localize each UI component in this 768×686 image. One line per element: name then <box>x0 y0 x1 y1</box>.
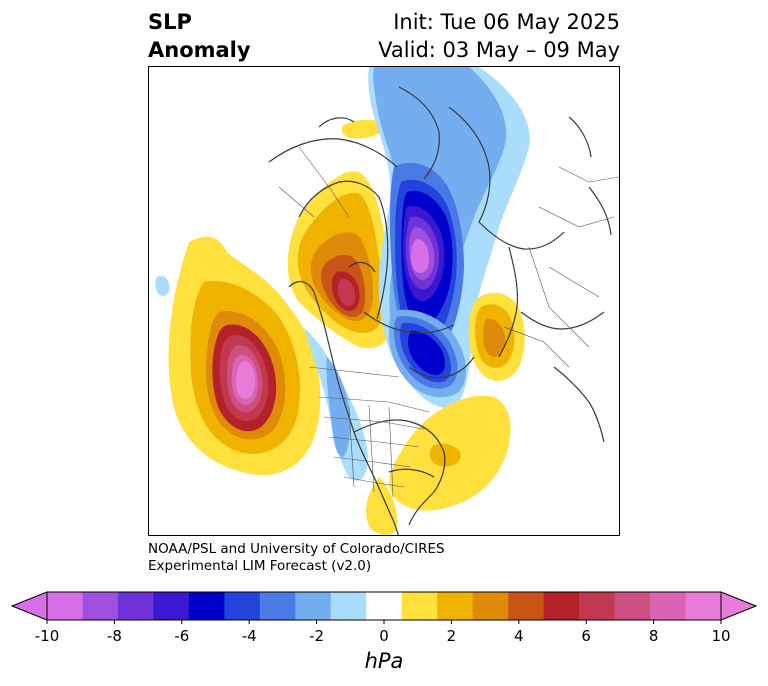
colorbar-swatch <box>472 592 509 620</box>
colorbar-tick-label: 4 <box>514 627 524 645</box>
colorbar-swatch <box>259 592 296 620</box>
credit-line-2: Experimental LIM Forecast (v2.0) <box>148 558 372 574</box>
colorbar-tick-label: -2 <box>309 627 325 645</box>
colorbar-swatch <box>650 592 687 620</box>
pacific-high-anomaly <box>168 236 321 476</box>
colorbar-swatch <box>188 592 225 620</box>
atlantic-high-anomaly <box>366 395 511 535</box>
colorbar-swatch <box>579 592 616 620</box>
colorbar-tick-label: 0 <box>379 627 389 645</box>
colorbar-swatch <box>685 592 722 620</box>
colorbar-tick-label: 6 <box>581 627 591 645</box>
colorbar-tick-label: -10 <box>34 627 60 645</box>
title-line-slp: SLP <box>148 10 192 34</box>
colorbar-swatch <box>82 592 119 620</box>
colorbar-swatch <box>401 592 438 620</box>
valid-dates: Valid: 03 May – 09 May <box>378 38 620 62</box>
colorbar-tick-label: 2 <box>446 627 457 645</box>
colorbar-swatch <box>295 592 332 620</box>
colorbar-tick-label: -8 <box>106 627 122 645</box>
scandinavian-low-anomaly <box>389 309 467 398</box>
colorbar <box>10 591 758 624</box>
title-line-anomaly: Anomaly <box>148 38 251 62</box>
colorbar-swatch <box>153 592 190 620</box>
credit-text: NOAA/PSL and University of Colorado/CIRE… <box>148 541 445 575</box>
colorbar-tick-label: -6 <box>174 627 190 645</box>
colorbar-swatch <box>47 592 83 620</box>
canada-high-anomaly <box>287 119 394 349</box>
colorbar-swatch <box>437 592 474 620</box>
colorbar-swatch <box>614 592 651 620</box>
anomaly-map <box>148 66 620 536</box>
colorbar-unit-label: hPa <box>364 649 404 673</box>
colorbar-swatch <box>508 592 545 620</box>
european-high-anomaly <box>468 292 525 381</box>
colorbar-swatch <box>330 592 367 620</box>
credit-line-1: NOAA/PSL and University of Colorado/CIRE… <box>148 541 445 557</box>
colorbar-tick-label: -4 <box>241 627 257 645</box>
arctic-low-anomaly <box>304 67 530 481</box>
colorbar-swatch <box>224 592 261 620</box>
colorbar-tick-label: 8 <box>648 627 659 645</box>
init-date: Init: Tue 06 May 2025 <box>393 10 620 34</box>
colorbar-under-arrow <box>10 591 48 621</box>
coastlines <box>268 86 612 535</box>
colorbar-over-arrow <box>720 591 758 621</box>
map-title: SLP Anomaly <box>148 8 251 64</box>
forecast-dates: Init: Tue 06 May 2025 Valid: 03 May – 09… <box>378 8 620 64</box>
political-borders <box>278 146 619 498</box>
colorbar-swatch <box>543 592 580 620</box>
colorbar-tick-label: 10 <box>711 627 731 645</box>
pacific-small-low <box>155 275 170 297</box>
colorbar-swatch <box>366 592 403 620</box>
colorbar-swatch <box>117 592 154 620</box>
